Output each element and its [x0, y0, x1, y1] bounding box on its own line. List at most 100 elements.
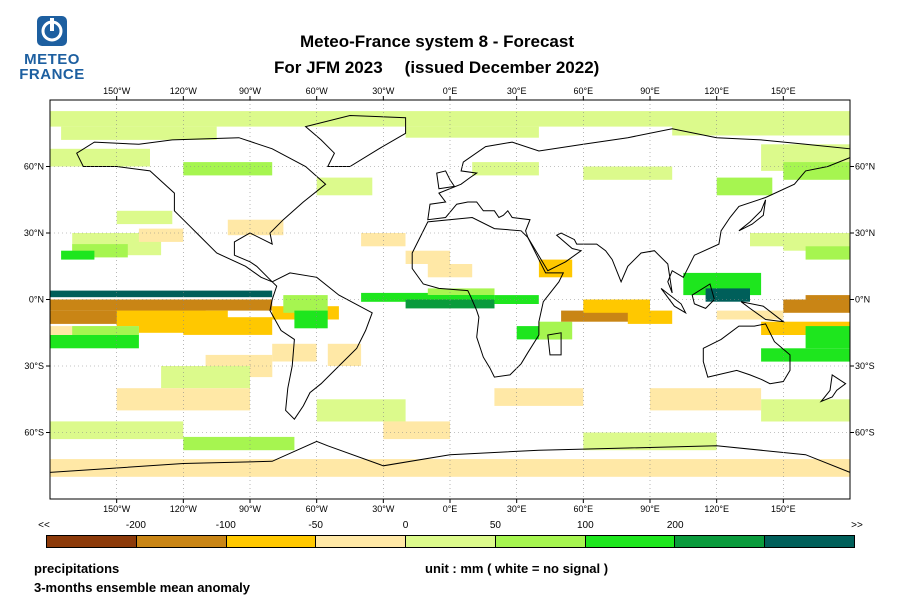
- anomaly-patch: [61, 126, 217, 140]
- coastline: [547, 332, 562, 356]
- anomaly-patch: [561, 310, 650, 322]
- colorbar-label: -50: [308, 520, 323, 531]
- anomaly-patch: [783, 233, 850, 251]
- anomaly-patch: [805, 246, 850, 260]
- anomaly-patch: [583, 432, 717, 451]
- page-subtitle: For JFM 2023 (issued December 2022): [274, 58, 599, 78]
- anomaly-patch: [161, 366, 250, 389]
- lat-label-left: 30°S: [24, 361, 44, 371]
- lon-label-top: 120°W: [170, 86, 198, 96]
- anomaly-patch: [583, 299, 650, 313]
- lat-label-right: 30°N: [855, 228, 875, 238]
- colorbar-swatch: [315, 536, 406, 547]
- anomaly-patch: [472, 162, 539, 176]
- colorbar-label: >>: [851, 520, 863, 531]
- anomaly-patch: [183, 317, 273, 335]
- logo-text-meteo: METEO: [24, 51, 80, 68]
- lon-label-top: 90°E: [640, 86, 660, 96]
- lon-label-bottom: 60°W: [306, 504, 329, 514]
- logo-text-france: FRANCE: [19, 66, 85, 83]
- anomaly-patch: [761, 399, 850, 422]
- lon-label-top: 30°W: [372, 86, 395, 96]
- anomaly-patch: [50, 290, 273, 298]
- lon-label-bottom: 120°E: [704, 504, 729, 514]
- anomaly-patch: [316, 399, 406, 422]
- lat-label-left: 60°N: [24, 162, 44, 172]
- anomaly-patch: [750, 233, 790, 247]
- anomaly-patch: [183, 162, 273, 176]
- colorbar-swatch: [674, 536, 765, 547]
- page-title: Meteo-France system 8 - Forecast: [300, 32, 574, 51]
- anomaly-patch: [716, 310, 784, 320]
- lon-label-bottom: 150°E: [771, 504, 796, 514]
- colorbar-swatch: [47, 536, 136, 547]
- lon-label-top: 150°E: [771, 86, 796, 96]
- lon-label-bottom: 120°W: [170, 504, 198, 514]
- anomaly-patch: [283, 295, 328, 313]
- anomaly-patch: [405, 250, 450, 264]
- coastline: [819, 374, 847, 403]
- anomaly-patch: [805, 295, 850, 304]
- anomaly-patch: [116, 388, 250, 411]
- anomaly-patch: [294, 310, 328, 329]
- anomaly-patch: [50, 148, 150, 167]
- anomaly-patch: [716, 177, 773, 196]
- anomaly-patch: [72, 326, 139, 335]
- issue-date: (issued December 2022): [404, 58, 600, 77]
- lon-label-top: 60°W: [306, 86, 329, 96]
- anomaly-patch: [327, 343, 362, 366]
- anomaly-patch: [227, 219, 284, 236]
- colorbar-label: 50: [489, 520, 501, 531]
- lon-label-top: 120°E: [704, 86, 729, 96]
- lon-label-bottom: 30°W: [372, 504, 395, 514]
- coastline: [269, 272, 373, 420]
- meteo-france-logo: METEO FRANCE: [14, 14, 90, 86]
- coastline: [738, 199, 767, 232]
- colorbar-label: 200: [666, 520, 684, 531]
- anomaly-patch: [361, 233, 406, 247]
- coastline: [691, 283, 715, 309]
- graticule: [50, 100, 850, 499]
- map-axes: 150°W 150°W 120°W 120°W 90°W 90°W 60°W 60°W 30°W…: [24, 86, 875, 514]
- colorbar-swatch: [135, 536, 226, 547]
- anomaly-patch: [805, 326, 850, 349]
- lat-label-left: 0°N: [29, 295, 44, 305]
- anomaly-patch: [316, 177, 373, 196]
- lon-label-bottom: 90°E: [640, 504, 660, 514]
- anomaly-patch: [427, 288, 495, 295]
- anomaly-patch: [116, 210, 173, 225]
- description-label: 3-months ensemble mean anomaly: [34, 580, 251, 595]
- lon-label-bottom: 90°W: [239, 504, 262, 514]
- logo-emblem-icon: [37, 16, 67, 46]
- anomaly-patch: [50, 421, 184, 440]
- anomaly-patch: [405, 126, 539, 138]
- coastline: [660, 288, 687, 315]
- anomaly-patch: [627, 310, 673, 324]
- coastline: [427, 128, 851, 294]
- anomaly-patch: [361, 292, 495, 302]
- colorbar-swatch: [405, 536, 495, 547]
- anomaly-patch: [494, 388, 584, 406]
- coastline: [436, 170, 456, 190]
- anomaly-patch: [50, 111, 850, 127]
- lon-label-top: 60°E: [574, 86, 594, 96]
- lat-label-left: 60°S: [24, 428, 44, 438]
- forecast-period: For JFM 2023: [274, 58, 383, 77]
- colorbar-swatch: [494, 536, 585, 547]
- colorbar-label: <<: [38, 520, 50, 531]
- lon-label-bottom: 150°W: [103, 504, 131, 514]
- anomaly-patch: [672, 124, 850, 136]
- colorbar-label: -200: [125, 520, 146, 531]
- coastline: [740, 301, 786, 323]
- colorbar-label: 0: [402, 520, 409, 531]
- anomaly-patch: [50, 335, 139, 349]
- coastline: [411, 216, 565, 378]
- anomaly-patch: [494, 295, 539, 304]
- colorbar-label: -100: [215, 520, 236, 531]
- colorbar-label: 100: [576, 520, 594, 531]
- anomaly-patch: [538, 321, 573, 340]
- coastline: [702, 323, 791, 385]
- anomaly-patch: [705, 288, 750, 302]
